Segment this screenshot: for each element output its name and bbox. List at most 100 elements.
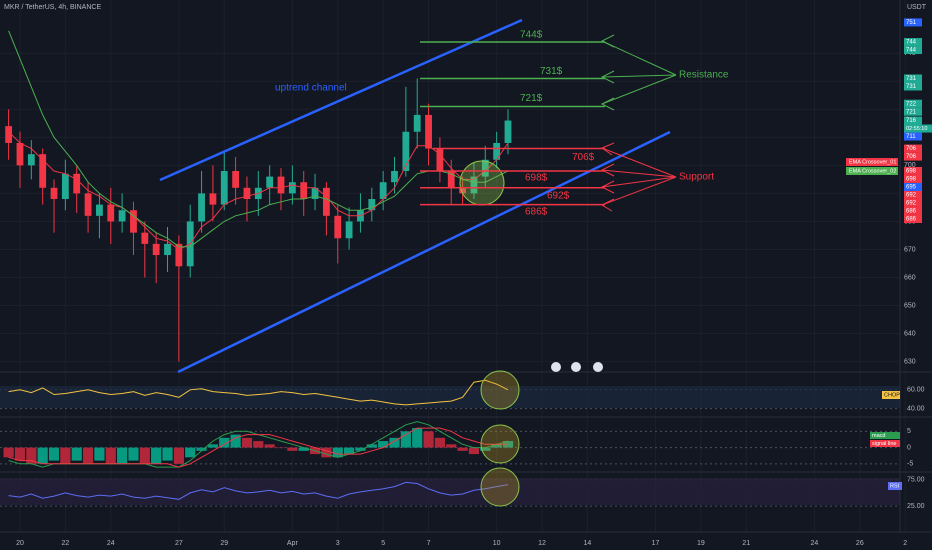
- candle-body: [243, 187, 251, 200]
- candle-body: [61, 173, 69, 200]
- price-tag: [904, 182, 922, 191]
- macd-histogram-bar: [3, 447, 14, 458]
- macd-legend: macd: [872, 433, 885, 439]
- price-tag: [904, 82, 922, 91]
- candle-body: [96, 204, 103, 216]
- macd-histogram-bar: [332, 447, 343, 458]
- candle-body: [141, 232, 149, 244]
- candle-body: [402, 131, 410, 171]
- legend-label: EMA Crossover_02: [849, 168, 896, 174]
- indicator-tick-label: 75.00: [907, 477, 925, 484]
- price-tag: [904, 74, 922, 83]
- level-label: 721$: [520, 93, 543, 104]
- price-tag-label: 706: [906, 146, 917, 152]
- price-tag-label: 692: [906, 193, 917, 199]
- macd-histogram-bar: [321, 447, 332, 458]
- price-tag: [904, 214, 922, 223]
- indicator-tag: [888, 482, 902, 490]
- price-tag: [904, 152, 922, 161]
- level-label: 698$: [525, 173, 548, 184]
- macd-histogram-bar: [400, 431, 411, 448]
- candle-body: [164, 243, 171, 256]
- x-tick-label: 3: [336, 540, 340, 547]
- resistance-label: Resistance: [679, 70, 729, 81]
- price-tag-label: 698: [906, 177, 917, 183]
- price-tag-label: 751: [906, 20, 917, 26]
- legend-label: EMA Crossover_01: [849, 159, 896, 165]
- macd-histogram-bar: [241, 437, 253, 448]
- x-tick-label: 12: [538, 540, 546, 547]
- currency: USDT: [907, 4, 927, 11]
- price-tag: [904, 206, 922, 215]
- channel-upper: [159, 18, 523, 182]
- support-label: Support: [679, 172, 714, 183]
- indicator-name: CHOP: [884, 392, 900, 398]
- price-tag: [904, 144, 922, 153]
- level-label: 706$: [572, 152, 595, 163]
- price-tag: [904, 132, 922, 141]
- candle-body: [481, 159, 489, 177]
- price-tag: [904, 107, 922, 116]
- candle-body: [130, 210, 137, 233]
- macd-histogram-bar: [207, 444, 219, 448]
- macd-histogram-bar: [366, 444, 377, 448]
- candle-body: [73, 173, 81, 194]
- candle-body: [84, 193, 92, 216]
- countdown: 02:55:10: [906, 126, 927, 132]
- highlight: [480, 467, 520, 507]
- level-label: 692$: [547, 190, 570, 201]
- indicator-tag: [870, 432, 900, 439]
- plot: [3, 30, 514, 500]
- candle-body: [118, 210, 126, 222]
- macd-histogram-bar: [117, 447, 128, 464]
- macd-histogram-bar: [423, 431, 434, 448]
- candle-body: [413, 114, 421, 132]
- macd-histogram-bar: [287, 447, 298, 451]
- level-label: 744$: [520, 30, 543, 41]
- chop-line: [8, 379, 509, 406]
- candle-body: [209, 193, 217, 205]
- macd-histogram-bar: [139, 447, 150, 464]
- price-tag: [904, 99, 922, 108]
- macd-histogram-bar: [60, 447, 71, 464]
- price-tag-label: 711: [906, 134, 916, 140]
- candle-body: [470, 176, 478, 194]
- price-tag-label: 706: [906, 154, 917, 160]
- x-tick-label: 24: [811, 540, 819, 547]
- candle-body: [220, 170, 228, 205]
- macd-histogram-bar: [468, 447, 480, 455]
- macd-histogram-bar: [196, 447, 207, 451]
- candle-body: [232, 170, 240, 188]
- macd-histogram-bar: [82, 447, 94, 464]
- macd-histogram-bar: [412, 428, 423, 448]
- macd-histogram-bar: [253, 441, 264, 448]
- x-tick-label: 7: [427, 540, 431, 547]
- price-tag-label: 692: [906, 201, 917, 207]
- macd-histogram-bar: [26, 447, 37, 464]
- candle-body: [50, 187, 58, 200]
- event-icon[interactable]: [571, 362, 581, 372]
- event-icon[interactable]: [593, 362, 603, 372]
- event-icon[interactable]: [551, 362, 561, 372]
- candle-body: [107, 204, 115, 222]
- level-label: 686$: [525, 206, 548, 217]
- candle-body: [345, 221, 353, 239]
- x-tick-label: 29: [220, 540, 228, 547]
- candle-body: [5, 126, 13, 143]
- price-tag-label: 744: [906, 40, 917, 46]
- highlight: [480, 370, 520, 410]
- price-tag: [904, 166, 922, 175]
- x-tick-label: 26: [856, 540, 864, 547]
- macd-histogram-bar: [434, 437, 446, 448]
- price-tag-label: 731: [906, 76, 917, 82]
- macd-histogram-bar: [71, 447, 82, 461]
- y-tick-label: 630: [904, 358, 916, 365]
- x-tick-label: Apr: [287, 540, 299, 547]
- x-tick-label: 21: [742, 540, 750, 547]
- legend-swatch: [846, 167, 898, 175]
- indicator-tick-label: 40.00: [907, 405, 925, 412]
- candle-body: [27, 154, 35, 166]
- macd-histogram-bar: [378, 441, 389, 448]
- candle-body: [493, 142, 501, 160]
